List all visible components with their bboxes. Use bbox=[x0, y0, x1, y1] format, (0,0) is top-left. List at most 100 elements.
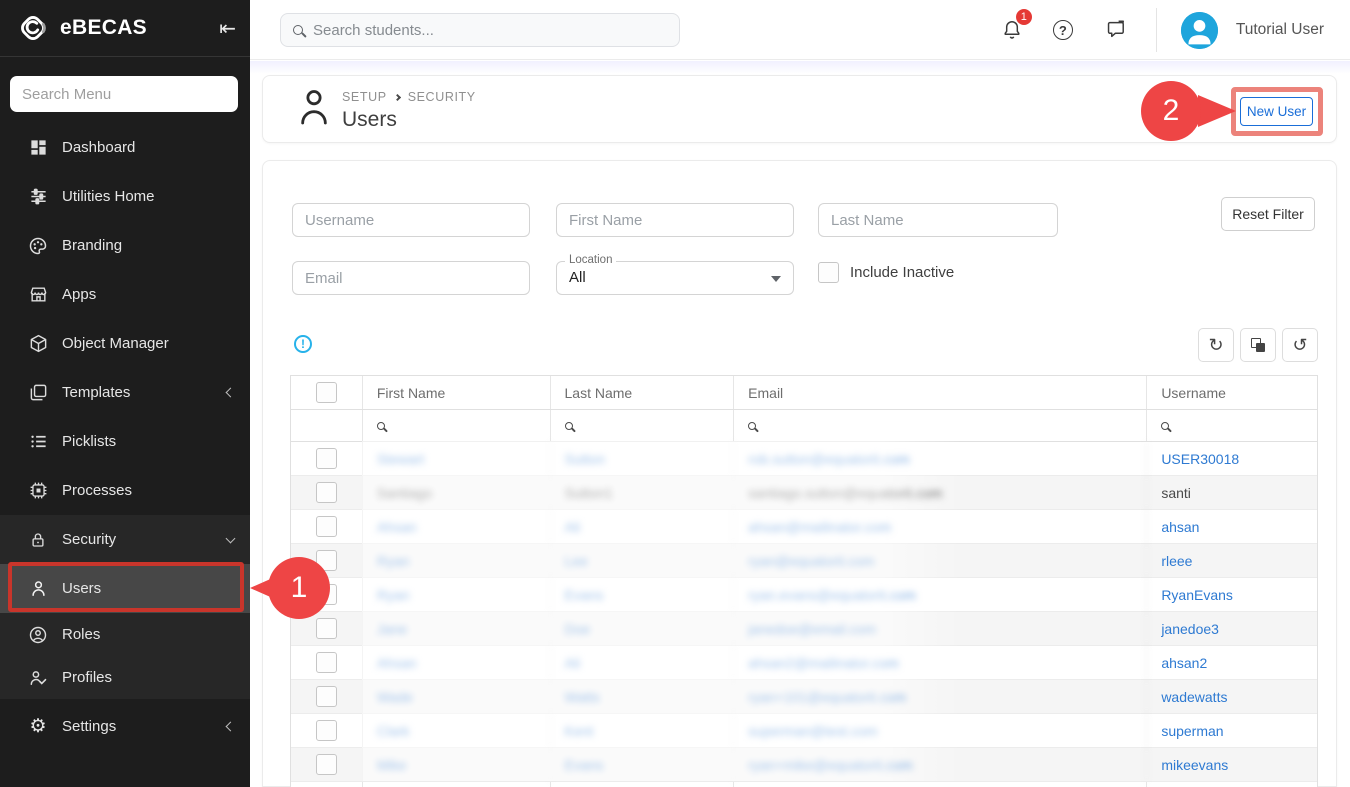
reset-filter-button[interactable]: Reset Filter bbox=[1221, 197, 1315, 231]
cell-username[interactable]: wadewatts bbox=[1161, 688, 1228, 705]
cell-username[interactable]: ahsan2 bbox=[1161, 654, 1208, 671]
topbar: 1 ? Tutorial User bbox=[250, 0, 1350, 60]
sidebar-item-branding[interactable]: Branding bbox=[0, 221, 250, 270]
cell-first-name[interactable]: Jane bbox=[363, 612, 551, 645]
filter-email-input[interactable] bbox=[292, 261, 530, 295]
cell-last-name[interactable]: Kent bbox=[551, 714, 735, 747]
chat-icon[interactable] bbox=[1103, 19, 1126, 41]
cell-email[interactable]: ahsan2@mailinator.com bbox=[734, 646, 1148, 679]
column-header-first-name[interactable]: First Name bbox=[363, 376, 551, 409]
cell-last-name[interactable]: Ali bbox=[551, 510, 735, 543]
column-header-last-name[interactable]: Last Name bbox=[551, 376, 735, 409]
brand-logo-icon bbox=[18, 13, 48, 43]
sidebar-item-settings[interactable]: ⚙ Settings bbox=[0, 702, 250, 751]
row-checkbox[interactable] bbox=[315, 448, 337, 469]
brand-name: eBECAS bbox=[60, 16, 147, 39]
breadcrumb-setup[interactable]: SETUP bbox=[342, 90, 387, 104]
breadcrumb-security[interactable]: SECURITY bbox=[407, 90, 476, 104]
cell-first-name[interactable]: Ahsan bbox=[363, 510, 551, 543]
student-search-input[interactable] bbox=[313, 21, 643, 39]
cell-first-name[interactable]: Wade bbox=[363, 680, 551, 713]
include-inactive-checkbox[interactable] bbox=[818, 262, 839, 283]
cell-last-name[interactable]: Sutton bbox=[551, 442, 735, 475]
row-checkbox[interactable] bbox=[315, 686, 337, 707]
cell-email[interactable]: janedoe@email.com bbox=[734, 612, 1148, 645]
cell-email[interactable]: ryan+mike@equatorit.com bbox=[734, 748, 1148, 781]
row-checkbox[interactable] bbox=[315, 482, 337, 503]
avatar[interactable] bbox=[1180, 11, 1218, 49]
cell-email[interactable]: rob.sutton@equatorit.com bbox=[734, 442, 1148, 475]
filter-last-name-input[interactable] bbox=[818, 203, 1058, 237]
sidebar-item-security[interactable]: Security bbox=[0, 515, 250, 564]
cell-email[interactable]: ahsan@mailinator.com bbox=[734, 510, 1148, 543]
copy-grid-button[interactable] bbox=[1240, 328, 1276, 362]
cell-last-name[interactable]: Watts bbox=[551, 680, 735, 713]
sidebar-item-label: Dashboard bbox=[62, 139, 136, 156]
row-checkbox[interactable] bbox=[315, 584, 337, 605]
sidebar-item-roles[interactable]: Roles bbox=[0, 613, 250, 656]
cell-first-name[interactable]: Clark bbox=[363, 714, 551, 747]
row-checkbox[interactable] bbox=[315, 720, 337, 741]
cell-email[interactable]: ryan.evans@equatorit.com bbox=[734, 578, 1148, 611]
sidebar-item-object-manager[interactable]: Object Manager bbox=[0, 319, 250, 368]
filter-username-input[interactable] bbox=[292, 203, 530, 237]
column-filter-username[interactable] bbox=[1147, 410, 1317, 441]
table-row: Wade Watts ryan+101@equatorit.com wadewa… bbox=[291, 680, 1317, 714]
row-checkbox[interactable] bbox=[315, 754, 337, 775]
sidebar-item-picklists[interactable]: Picklists bbox=[0, 417, 250, 466]
cell-first-name[interactable]: Ryan bbox=[363, 578, 551, 611]
cell-username[interactable]: RyanEvans bbox=[1161, 586, 1233, 603]
cell-first-name[interactable]: Ryan bbox=[363, 544, 551, 577]
help-icon[interactable]: ? bbox=[1052, 20, 1073, 40]
cell-last-name[interactable]: Ali bbox=[551, 646, 735, 679]
cell-username[interactable]: superman bbox=[1161, 722, 1224, 739]
sidebar-item-users[interactable]: Users bbox=[0, 564, 250, 613]
cell-username[interactable]: ahsan bbox=[1161, 518, 1200, 535]
column-header-email[interactable]: Email bbox=[734, 376, 1148, 409]
sidebar-collapse-icon[interactable]: ⇤ bbox=[219, 17, 236, 40]
cell-last-name[interactable]: Lee bbox=[551, 544, 735, 577]
filter-first-name-input[interactable] bbox=[556, 203, 794, 237]
cell-username[interactable]: mikeevans bbox=[1161, 756, 1229, 773]
cell-username[interactable]: rleee bbox=[1161, 552, 1193, 569]
cell-email[interactable]: ryan+101@equatorit.com bbox=[734, 680, 1148, 713]
cell-first-name[interactable]: Stewart bbox=[363, 442, 551, 475]
new-user-button[interactable]: New User bbox=[1240, 97, 1313, 126]
cell-email[interactable]: superman@test.com bbox=[734, 714, 1148, 747]
sidebar-item-processes[interactable]: Processes bbox=[0, 466, 250, 515]
cell-first-name[interactable]: Mike bbox=[363, 748, 551, 781]
column-filter-last-name[interactable] bbox=[551, 410, 735, 441]
select-all-checkbox[interactable] bbox=[315, 382, 337, 403]
info-icon[interactable]: ! bbox=[294, 335, 312, 353]
search-icon bbox=[293, 25, 303, 35]
sidebar-item-apps[interactable]: Apps bbox=[0, 270, 250, 319]
cell-first-name[interactable]: Ahsan bbox=[363, 646, 551, 679]
sidebar-item-templates[interactable]: Templates bbox=[0, 368, 250, 417]
table-filter-row bbox=[291, 409, 1317, 442]
row-checkbox[interactable] bbox=[315, 618, 337, 639]
sidebar-item-dashboard[interactable]: Dashboard bbox=[0, 123, 250, 172]
cell-last-name[interactable]: Evans bbox=[551, 578, 735, 611]
cell-last-name[interactable]: Evans bbox=[551, 748, 735, 781]
chevron-down-icon bbox=[225, 533, 236, 543]
cell-email[interactable]: ryan@equatorit.com bbox=[734, 544, 1148, 577]
cell-last-name: Sutton1 bbox=[551, 476, 735, 509]
row-checkbox[interactable] bbox=[315, 550, 337, 571]
sidebar-item-utilities-home[interactable]: Utilities Home bbox=[0, 172, 250, 221]
notifications-bell-icon[interactable]: 1 bbox=[1001, 9, 1032, 42]
cell-username: santi bbox=[1161, 484, 1191, 501]
menu-search-input[interactable] bbox=[10, 76, 238, 112]
cell-last-name[interactable]: Doe bbox=[551, 612, 735, 645]
sidebar-item-profiles[interactable]: Profiles bbox=[0, 656, 250, 699]
column-filter-email[interactable] bbox=[734, 410, 1148, 441]
location-select[interactable]: Location All bbox=[556, 254, 794, 295]
row-checkbox[interactable] bbox=[315, 516, 337, 537]
cell-username[interactable]: janedoe3 bbox=[1161, 620, 1219, 637]
refresh-button[interactable]: ↻ bbox=[1198, 328, 1234, 362]
history-button[interactable]: ↺ bbox=[1282, 328, 1318, 362]
user-name[interactable]: Tutorial User bbox=[1235, 21, 1324, 38]
cell-username[interactable]: USER30018 bbox=[1161, 450, 1240, 467]
column-header-username[interactable]: Username bbox=[1161, 384, 1226, 401]
column-filter-first-name[interactable] bbox=[363, 410, 551, 441]
row-checkbox[interactable] bbox=[315, 652, 337, 673]
